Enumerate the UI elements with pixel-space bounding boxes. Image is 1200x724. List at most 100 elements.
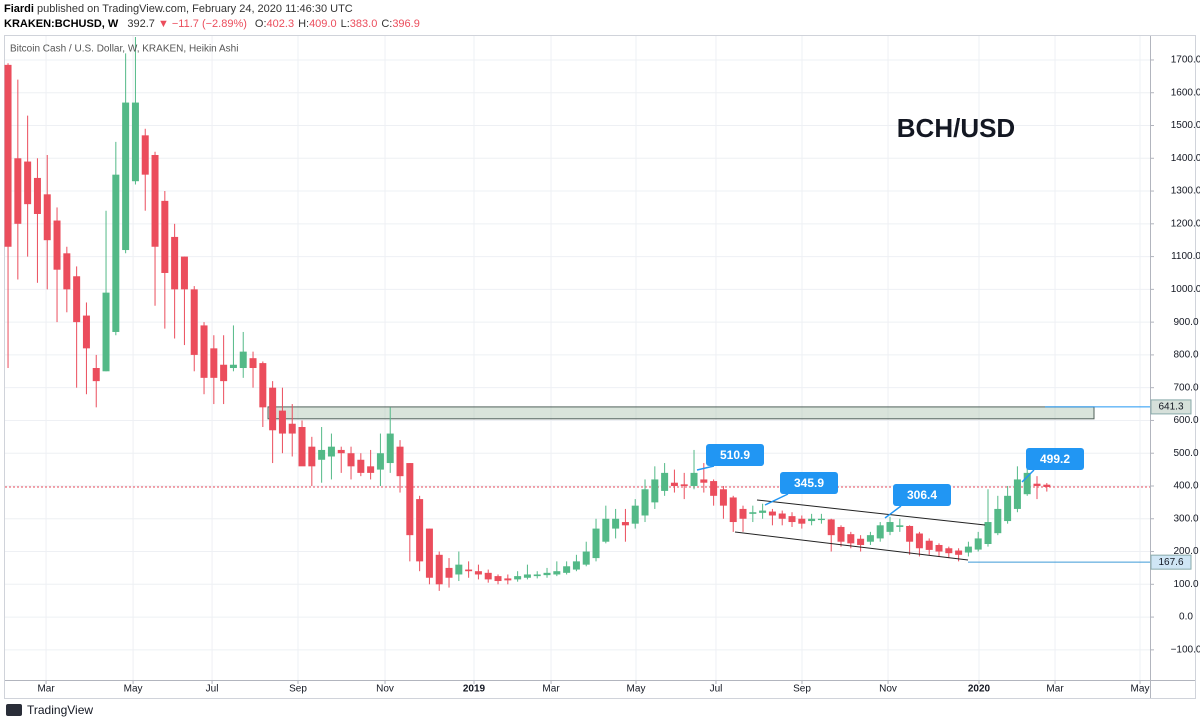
callout-box: [893, 484, 951, 506]
candle-body: [915, 533, 923, 549]
header-line: Fiardi published on TradingView.com, Feb…: [4, 3, 353, 15]
candle-body: [582, 551, 590, 565]
ohlc-value: 383.0: [350, 18, 378, 30]
y-tick-label: 1000.0: [1171, 284, 1200, 295]
y-tick-label: 900.0: [1173, 317, 1198, 328]
candle-body: [837, 526, 845, 542]
x-tick-label: Mar: [37, 684, 55, 695]
candle-body: [651, 479, 659, 503]
candle-body: [964, 546, 972, 553]
candle-body: [425, 528, 433, 578]
y-tick-label: 1100.0: [1171, 251, 1200, 262]
candle-body: [592, 528, 600, 559]
candle-body: [631, 505, 639, 524]
candle-body: [1013, 479, 1021, 509]
y-tick-label: 800.0: [1173, 350, 1198, 361]
candle-body: [63, 253, 71, 290]
candle-body: [896, 525, 904, 527]
candle-body: [308, 446, 316, 467]
callout-pointer: [764, 493, 789, 506]
candle-body: [376, 453, 384, 470]
candle-body: [406, 463, 414, 536]
candle-body: [778, 513, 786, 519]
x-tick-label: Sep: [793, 684, 811, 695]
candle-body: [739, 508, 747, 519]
candle-body: [749, 512, 757, 514]
y-tick-label: 0.0: [1179, 612, 1193, 623]
ohlc-value: 402.3: [267, 18, 295, 30]
candle-body: [543, 572, 551, 576]
y-tick-label: 300.0: [1173, 513, 1198, 524]
candle-body: [43, 194, 51, 241]
y-tick-label: 1300.0: [1171, 186, 1200, 197]
ohlc-value: 409.0: [309, 18, 337, 30]
candle-body: [4, 64, 12, 247]
x-tick-label: 2020: [968, 684, 991, 695]
candle-body: [416, 499, 424, 562]
y-tick-label: 600.0: [1173, 415, 1198, 426]
callout-box: [1026, 448, 1084, 470]
candle-body: [141, 135, 149, 175]
chart-subtitle: Bitcoin Cash / U.S. Dollar, W, KRAKEN, H…: [10, 44, 238, 55]
y-tick-label: 1200.0: [1171, 218, 1200, 229]
candle-body: [82, 315, 90, 349]
candle-body: [661, 472, 669, 491]
overlay: [5, 406, 1150, 563]
y-tick-label: 1700.0: [1171, 55, 1200, 66]
last-price: 392.7: [127, 18, 155, 30]
candles: [4, 37, 1051, 591]
candle-body: [827, 519, 835, 536]
y-tick-label: 1400.0: [1171, 153, 1200, 164]
labels: −100.0 0.0 100.0 200.0 300.0 400.0 500.0 600.0 7…: [37, 55, 1200, 695]
level-tag: [1150, 554, 1192, 570]
change: ▼ −11.7 (−2.89%): [158, 18, 247, 30]
candle-body: [994, 508, 1002, 534]
candle-body: [24, 161, 32, 205]
x-tick-label: May: [1131, 684, 1150, 695]
callout-label: 306.4: [907, 488, 937, 502]
y-tick-label: 1500.0: [1171, 120, 1200, 131]
candle-body: [327, 446, 335, 457]
candle-body: [220, 364, 228, 382]
level-tag: [1150, 399, 1192, 415]
candle-body: [73, 276, 81, 323]
candle-body: [719, 489, 727, 506]
y-tick-label: 400.0: [1173, 481, 1198, 492]
candle-body: [445, 567, 453, 578]
channel-upper: [756, 499, 986, 526]
chart-frame: [4, 35, 1196, 699]
brand: TradingView: [27, 703, 93, 717]
candle-body: [1023, 472, 1031, 495]
candle-body: [298, 427, 306, 467]
candle-body: [984, 522, 992, 544]
candle-body: [788, 516, 796, 523]
callout-pointer: [696, 465, 715, 471]
x-tick-label: 2019: [463, 684, 486, 695]
candle-body: [886, 522, 894, 532]
candle-body: [229, 364, 237, 369]
candle-body: [288, 423, 296, 434]
candle-body: [278, 410, 286, 434]
candle-body: [504, 578, 512, 581]
candle-body: [768, 511, 776, 516]
candle-body: [857, 538, 865, 545]
candle-body: [239, 351, 247, 369]
candle-body: [572, 561, 580, 570]
callout-label: 499.2: [1040, 452, 1070, 466]
x-tick-label: May: [627, 684, 646, 695]
candle-body: [171, 236, 179, 290]
candle-body: [700, 479, 708, 483]
candle-body: [200, 325, 208, 378]
candle-body: [357, 459, 365, 473]
candle-body: [435, 554, 443, 585]
candle-body: [955, 550, 963, 555]
candle-body: [259, 363, 267, 408]
resistance-zone: [267, 406, 1095, 420]
candle-body: [494, 576, 502, 582]
ohlc-value: 396.9: [392, 18, 420, 30]
callout-label: 345.9: [794, 476, 824, 490]
symbol: KRAKEN:BCHUSD, W: [4, 18, 119, 30]
callout-box: [780, 472, 838, 494]
candle-body: [455, 564, 463, 575]
